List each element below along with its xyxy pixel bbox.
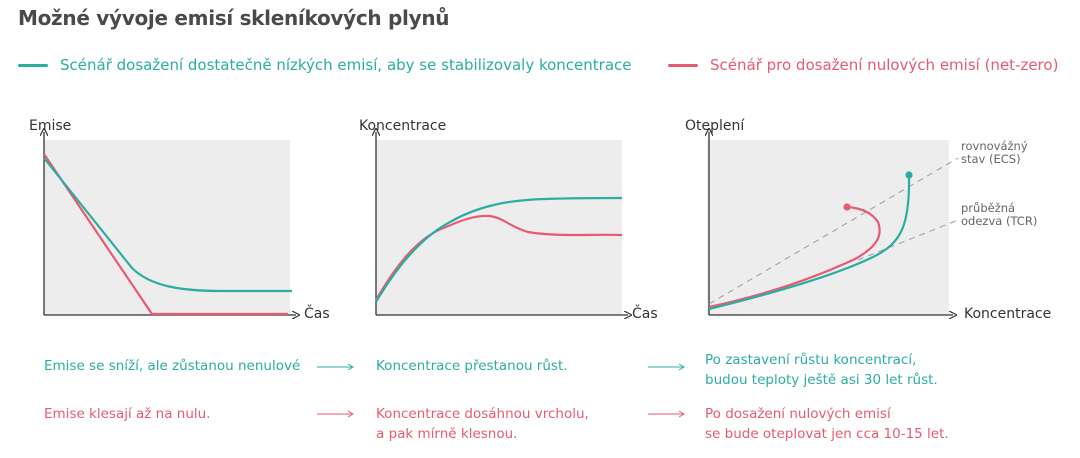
note-warming-net-zero: Po dosažení nulových emisí se bude otepl… (705, 404, 949, 444)
panel-warming-tcr-line (857, 219, 959, 261)
legend-item-stabilization: Scénář dosažení dostatečně nízkých emisí… (18, 54, 632, 76)
panel-warming: Oteplení Koncentrace rovnovážný stav (EC… (685, 118, 1051, 322)
panel-warming-curve-stabilization (708, 174, 911, 311)
legend-swatch-red (668, 63, 698, 67)
tcr-label-line1: průběžná (961, 201, 1015, 215)
panel-emissions-background (44, 140, 290, 315)
note-warming-stabilization-line1: Po zastavení růstu koncentrací, (705, 352, 917, 368)
panel-warming-background (707, 140, 949, 315)
arrow-icon (317, 410, 354, 418)
panel-concentration-curve-stabilization (375, 196, 623, 303)
diagram-panels: Emise Čas Koncentrace Čas Oteplení Konce… (29, 118, 1051, 322)
panel-warming-curve-net-zero (708, 205, 881, 309)
panel-emissions-curve-stabilization (43, 157, 292, 293)
panel-emissions: Emise Čas (29, 118, 330, 322)
arrow-icon (648, 410, 685, 418)
note-concentration-stabilization: Koncentrace přestanou růst. (376, 358, 568, 374)
note-emissions-net-zero: Emise klesají až na nulu. (44, 406, 211, 422)
panel-concentration-curve-net-zero (375, 214, 623, 301)
arrow-icon (648, 363, 685, 371)
panel-warming-y-title: Oteplení (685, 118, 745, 134)
tcr-label-line2: odezva (TCR) (961, 214, 1037, 228)
panel-emissions-curve-net-zero (43, 153, 288, 316)
legend-label-net-zero: Scénář pro dosažení nulových emisí (net-… (710, 56, 1059, 74)
note-concentration-net-zero: Koncentrace dosáhnou vrcholu, a pak mírn… (376, 404, 589, 444)
panel-concentration-y-title: Koncentrace (359, 118, 446, 134)
note-concentration-net-zero-line2: a pak mírně klesnou. (376, 426, 518, 442)
page-title: Možné vývoje emisí skleníkových plynů (18, 6, 450, 30)
note-warming-stabilization: Po zastavení růstu koncentrací, budou te… (705, 350, 938, 390)
note-warming-net-zero-line2: se bude oteplovat jen cca 10-15 let. (705, 426, 949, 442)
panel-concentration-x-title: Čas (632, 304, 658, 322)
legend-label-stabilization: Scénář dosažení dostatečně nízkých emisí… (60, 56, 632, 74)
panel-warming-ecs-line (708, 157, 959, 305)
note-warming-net-zero-line1: Po dosažení nulových emisí (705, 406, 891, 422)
legend-item-net-zero: Scénář pro dosažení nulových emisí (net-… (668, 54, 1058, 76)
panel-emissions-y-title: Emise (29, 118, 71, 134)
note-concentration-net-zero-line1: Koncentrace dosáhnou vrcholu, (376, 406, 589, 422)
panel-concentration-background (376, 140, 622, 315)
panel-warming-endpoint-stabilization (905, 171, 913, 179)
legend-swatch-teal (18, 63, 48, 67)
ecs-label-line2: stav (ECS) (961, 152, 1021, 166)
panel-emissions-x-title: Čas (304, 304, 330, 322)
ecs-label-line1: rovnovážný (961, 139, 1028, 153)
arrow-icon (317, 363, 354, 371)
note-emissions-stabilization: Emise se sníží, ale zůstanou nenulové (44, 358, 301, 374)
panel-warming-x-title: Koncentrace (964, 306, 1051, 322)
panel-concentration: Koncentrace Čas (359, 118, 658, 322)
panel-warming-endpoint-net-zero (843, 203, 851, 211)
note-warming-stabilization-line2: budou teploty ještě asi 30 let růst. (705, 372, 938, 388)
